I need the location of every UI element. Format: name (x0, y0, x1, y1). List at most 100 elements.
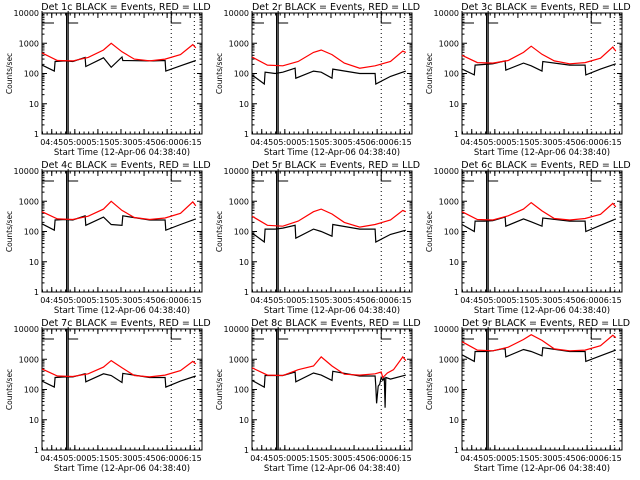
x-tick-label: 05:15 (86, 138, 109, 147)
chart-title: Det 4c BLACK = Events, RED = LLD (41, 160, 210, 171)
interval-bracket (170, 169, 182, 182)
interval-bracket (590, 169, 602, 182)
y-axis-label: Counts/sec (215, 369, 224, 410)
x-tick-label: 06:15 (389, 138, 412, 147)
x-tick-label: 05:00 (273, 138, 296, 147)
y-tick-label: 10 (29, 416, 39, 425)
y-tick-label: 10000 (14, 9, 39, 18)
x-tick-label: 06:15 (389, 454, 412, 463)
y-axis-label: Counts/sec (5, 369, 14, 410)
y-tick-label: 1 (244, 446, 249, 455)
x-tick-label: 05:30 (319, 454, 342, 463)
y-tick-label: 1000 (19, 197, 39, 206)
x-tick-label: 05:30 (109, 296, 132, 305)
y-tick-label: 1 (34, 288, 39, 297)
chart-panel-8: Det 8c BLACK = Events, RED = LLD 1 10 100 10… (215, 318, 421, 474)
chart-panel-1: Det 1c BLACK = Events, RED = LLD 1 10 100 10… (5, 2, 211, 158)
chart-panel-5: Det 5r BLACK = Events, RED = LLD 1 10 100 10… (215, 160, 420, 316)
y-tick-label: 10 (449, 258, 459, 267)
x-tick-label: 05:00 (63, 296, 86, 305)
chart-title: Det 8c BLACK = Events, RED = LLD (251, 318, 420, 329)
x-tick-label: 06:15 (179, 296, 202, 305)
x-tick-label: 06:00 (366, 138, 389, 147)
x-tick-label: 05:15 (296, 454, 319, 463)
x-tick-label: 05:00 (63, 454, 86, 463)
x-tick-label: 04:45 (40, 138, 63, 147)
interval-bracket (41, 327, 54, 340)
x-tick-label: 05:30 (109, 138, 132, 147)
x-tick-label: 06:15 (389, 296, 412, 305)
y-tick-label: 1000 (229, 355, 249, 364)
x-tick-label: 04:45 (460, 454, 483, 463)
series-lld-line (41, 42, 197, 62)
y-tick-label: 100 (24, 228, 39, 237)
y-tick-label: 100 (234, 228, 249, 237)
chart-title: Det 2r BLACK = Events, RED = LLD (252, 2, 420, 13)
x-tick-label: 05:15 (506, 296, 529, 305)
chart-title: Det 6c BLACK = Events, RED = LLD (461, 160, 630, 171)
x-axis-label: Start Time (12-Apr-06 04:38:40) (54, 464, 190, 474)
x-tick-label: 04:45 (460, 138, 483, 147)
series-events-line (41, 55, 196, 73)
interval-bracket (461, 11, 474, 24)
y-tick-label: 100 (234, 70, 249, 79)
series-events-line (251, 223, 406, 244)
x-tick-label: 05:30 (109, 454, 132, 463)
plot-frame (461, 328, 623, 451)
interval-bracket (170, 11, 182, 24)
interval-bracket (41, 11, 54, 24)
y-tick-label: 100 (444, 386, 459, 395)
interval-bracket (67, 169, 79, 182)
y-tick-label: 1 (34, 446, 39, 455)
y-tick-label: 1 (454, 130, 459, 139)
x-tick-label: 05:15 (506, 138, 529, 147)
x-axis-label: Start Time (12-Apr-06 04:38:40) (54, 306, 190, 316)
y-tick-label: 100 (444, 70, 459, 79)
x-tick-label: 05:45 (553, 454, 576, 463)
y-tick-label: 10 (29, 100, 39, 109)
y-tick-label: 10000 (224, 167, 249, 176)
x-tick-label: 05:15 (506, 454, 529, 463)
series-events-line (461, 60, 616, 76)
chart-panel-7: Det 7c BLACK = Events, RED = LLD 1 10 100 10… (5, 318, 211, 474)
x-tick-label: 05:45 (553, 138, 576, 147)
y-tick-label: 1 (244, 288, 249, 297)
y-tick-label: 10000 (224, 325, 249, 334)
series-events-line (461, 347, 617, 363)
series-lld-line (461, 45, 617, 65)
y-axis-label: Counts/sec (5, 53, 14, 94)
x-tick-label: 05:15 (86, 296, 109, 305)
chart-title: Det 5r BLACK = Events, RED = LLD (252, 160, 420, 171)
x-tick-label: 05:00 (483, 138, 506, 147)
chart-panel-6: Det 6c BLACK = Events, RED = LLD 1 10 100 10… (425, 160, 631, 316)
interval-bracket (67, 327, 79, 340)
x-tick-label: 05:30 (529, 138, 552, 147)
series-lld-line (251, 49, 407, 69)
chart-title: Det 1c BLACK = Events, RED = LLD (41, 2, 210, 13)
chart-panel-9: Det 9r BLACK = Events, RED = LLD 1 10 100 10… (425, 318, 630, 474)
x-tick-label: 04:45 (40, 296, 63, 305)
x-tick-label: 06:00 (156, 454, 179, 463)
x-tick-label: 05:00 (273, 296, 296, 305)
y-tick-label: 10000 (224, 9, 249, 18)
y-tick-label: 10000 (434, 9, 459, 18)
series-lld-line (461, 201, 617, 221)
plot-frame (41, 12, 203, 135)
y-tick-label: 100 (234, 386, 249, 395)
x-tick-label: 04:45 (460, 296, 483, 305)
y-tick-label: 1000 (439, 39, 459, 48)
y-tick-label: 1000 (229, 39, 249, 48)
interval-bracket (380, 11, 392, 24)
interval-bracket (380, 327, 392, 340)
x-tick-label: 06:00 (576, 138, 599, 147)
x-tick-label: 05:00 (273, 454, 296, 463)
y-tick-label: 1000 (439, 355, 459, 364)
interval-bracket (487, 327, 499, 340)
y-tick-label: 10 (239, 100, 249, 109)
y-axis-label: Counts/sec (425, 369, 434, 410)
series-events-line (251, 67, 406, 86)
plot-frame (461, 170, 623, 293)
series-events-line (41, 214, 197, 232)
x-tick-label: 05:15 (86, 454, 109, 463)
